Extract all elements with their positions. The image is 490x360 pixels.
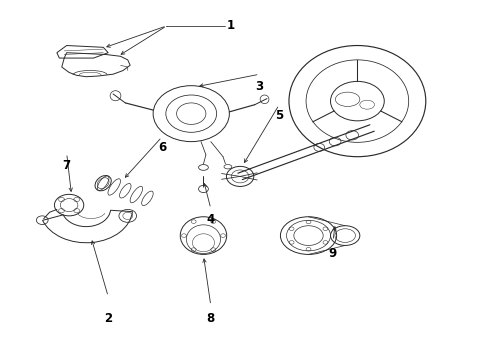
Text: 4: 4 — [207, 213, 215, 226]
Text: 6: 6 — [158, 141, 166, 154]
Text: 1: 1 — [226, 19, 234, 32]
Text: 2: 2 — [104, 311, 112, 325]
Text: 7: 7 — [63, 159, 71, 172]
Text: 9: 9 — [329, 247, 337, 260]
Text: 3: 3 — [256, 80, 264, 93]
Text: 8: 8 — [207, 311, 215, 325]
Text: 5: 5 — [275, 109, 283, 122]
